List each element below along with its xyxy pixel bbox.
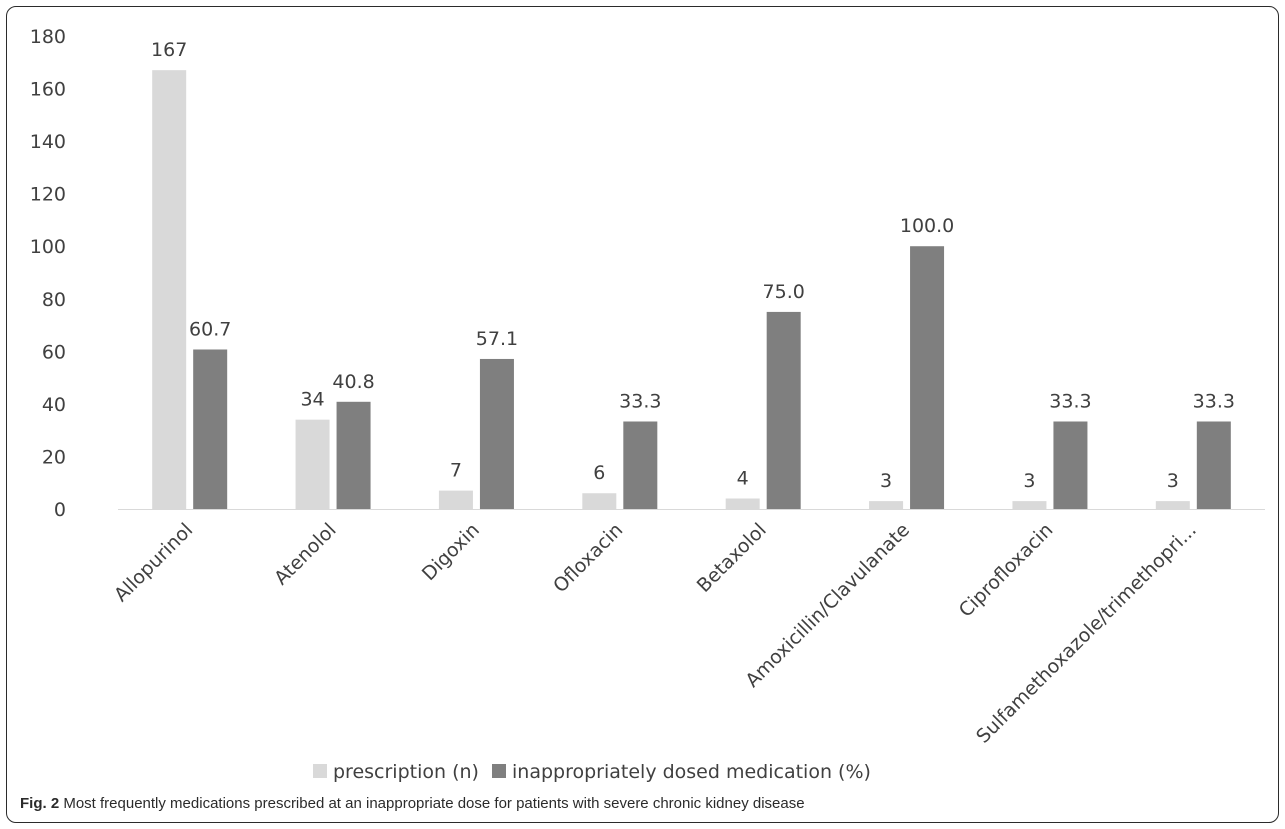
- data-label-inappropriate-dose: 33.3: [619, 390, 661, 412]
- data-label-prescription: 3: [1167, 470, 1179, 492]
- bar-inappropriate-dose: [623, 421, 658, 509]
- y-tick-label: 80: [42, 289, 66, 311]
- caption-text: Most frequently medications prescribed a…: [59, 795, 805, 812]
- bar-prescription: [295, 419, 330, 509]
- x-tick-label: Atenolol: [270, 519, 340, 589]
- bar-prescription: [582, 493, 617, 509]
- y-axis: 0 20 40 60 80 100 120 140 160 180: [30, 26, 66, 521]
- x-tick-label: Amoxicillin/Clavulanate: [741, 519, 914, 692]
- data-label-inappropriate-dose: 75.0: [763, 281, 805, 303]
- y-tick-label: 140: [30, 131, 66, 153]
- caption-label: Fig. 2: [20, 795, 60, 812]
- legend: prescription (n) inappropriately dosed m…: [313, 761, 871, 783]
- data-label-inappropriate-dose: 100.0: [900, 215, 954, 237]
- bar-prescription: [438, 490, 473, 509]
- bar-inappropriate-dose: [193, 349, 228, 509]
- x-tick-label: Ciprofloxacin: [955, 519, 1058, 622]
- y-tick-label: 40: [42, 394, 66, 416]
- y-tick-label: 0: [54, 499, 66, 521]
- y-tick-label: 180: [30, 26, 66, 48]
- data-label-inappropriate-dose: 40.8: [332, 371, 374, 393]
- data-label-prescription: 3: [880, 470, 892, 492]
- legend-swatch-prescription: [313, 764, 327, 778]
- data-label-prescription: 4: [737, 467, 749, 489]
- data-labels: 167 60.7 34 40.8 7 57.1 6 33.3 4 75.0 3 100.0 3 33.3 3…: [151, 39, 1235, 492]
- bar-inappropriate-dose: [336, 401, 371, 509]
- figure-caption: Fig. 2 Most frequently medications presc…: [20, 795, 805, 812]
- data-label-inappropriate-dose: 33.3: [1193, 390, 1235, 412]
- bar-prescription: [725, 498, 760, 509]
- bar-inappropriate-dose: [1053, 421, 1088, 509]
- x-tick-label: Digoxin: [418, 519, 484, 585]
- x-tick-label: Betaxolol: [693, 519, 771, 597]
- data-label-inappropriate-dose: 57.1: [476, 328, 518, 350]
- y-tick-label: 100: [30, 236, 66, 258]
- y-tick-label: 120: [30, 184, 66, 206]
- bar-inappropriate-dose: [910, 246, 945, 509]
- data-label-inappropriate-dose: 33.3: [1049, 390, 1091, 412]
- y-tick-label: 60: [42, 341, 66, 363]
- legend-label-prescription: prescription (n): [333, 761, 479, 783]
- bar-inappropriate-dose: [479, 358, 514, 509]
- bar-inappropriate-dose: [766, 311, 801, 509]
- bar-prescription: [1012, 501, 1047, 509]
- legend-label-inappropriate-dose: inappropriately dosed medication (%): [512, 761, 871, 783]
- data-label-prescription: 3: [1023, 470, 1035, 492]
- bars: [152, 70, 1231, 510]
- data-label-prescription: 7: [450, 460, 462, 482]
- bar-prescription: [152, 70, 187, 510]
- bar-prescription: [1155, 501, 1190, 509]
- data-label-prescription: 34: [300, 389, 324, 411]
- y-tick-label: 20: [42, 446, 66, 468]
- y-tick-label: 160: [30, 79, 66, 101]
- bar-inappropriate-dose: [1196, 421, 1231, 509]
- legend-swatch-inappropriate-dose: [492, 764, 506, 778]
- data-label-inappropriate-dose: 60.7: [189, 318, 231, 340]
- x-axis: Allopurinol Atenolol Digoxin Ofloxacin Betax…: [110, 509, 1265, 748]
- data-label-prescription: 167: [151, 39, 187, 61]
- data-label-prescription: 6: [593, 462, 605, 484]
- bar-prescription: [869, 501, 904, 509]
- x-tick-label: Allopurinol: [110, 519, 197, 606]
- x-tick-label: Ofloxacin: [549, 519, 627, 597]
